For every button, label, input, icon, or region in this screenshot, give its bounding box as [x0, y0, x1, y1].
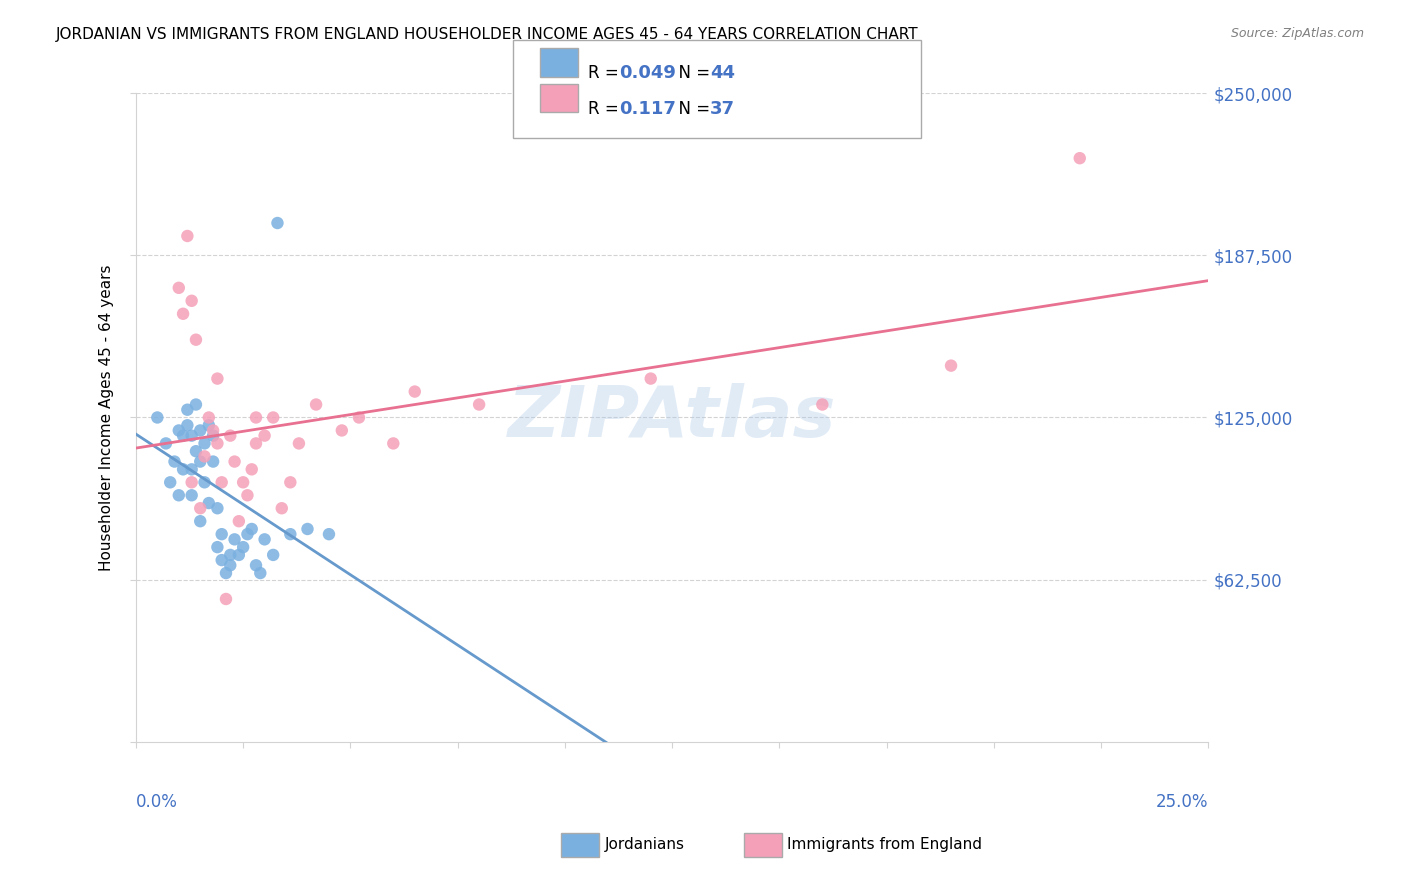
- Text: 25.0%: 25.0%: [1156, 794, 1209, 812]
- Point: [245, 410, 267, 425]
- Point: [184, 397, 207, 411]
- Point: [180, 293, 202, 308]
- Point: [236, 527, 259, 541]
- Point: [188, 424, 211, 438]
- Text: N =: N =: [668, 64, 716, 82]
- Point: [219, 428, 242, 442]
- Point: [159, 475, 181, 490]
- Point: [253, 533, 276, 547]
- Point: [245, 436, 267, 450]
- Point: [262, 548, 284, 562]
- Text: ZIPAtlas: ZIPAtlas: [508, 383, 837, 452]
- Point: [330, 424, 353, 438]
- Point: [266, 216, 288, 230]
- Point: [219, 558, 242, 573]
- Text: Source: ZipAtlas.com: Source: ZipAtlas.com: [1230, 27, 1364, 40]
- Text: 0.049: 0.049: [619, 64, 675, 82]
- Point: [184, 333, 207, 347]
- Point: [180, 428, 202, 442]
- Text: 0.117: 0.117: [619, 100, 675, 118]
- Text: JORDANIAN VS IMMIGRANTS FROM ENGLAND HOUSEHOLDER INCOME AGES 45 - 64 YEARS CORRE: JORDANIAN VS IMMIGRANTS FROM ENGLAND HOU…: [56, 27, 920, 42]
- Point: [224, 454, 246, 468]
- Text: R =: R =: [588, 64, 624, 82]
- Text: R =: R =: [588, 100, 628, 118]
- Text: 0.0%: 0.0%: [136, 794, 177, 812]
- Point: [198, 418, 221, 433]
- Point: [245, 558, 267, 573]
- Point: [232, 475, 254, 490]
- Point: [176, 418, 198, 433]
- Point: [382, 436, 405, 450]
- Point: [228, 514, 250, 528]
- Point: [228, 548, 250, 562]
- Point: [188, 501, 211, 516]
- Point: [468, 397, 491, 411]
- Point: [188, 514, 211, 528]
- Point: [288, 436, 311, 450]
- Point: [224, 533, 246, 547]
- Point: [207, 540, 229, 554]
- Point: [207, 371, 229, 385]
- Point: [1069, 151, 1091, 165]
- Point: [193, 436, 215, 450]
- Point: [215, 592, 238, 607]
- Point: [172, 307, 194, 321]
- Point: [202, 454, 225, 468]
- Point: [188, 454, 211, 468]
- Point: [167, 488, 190, 502]
- Text: N =: N =: [668, 100, 716, 118]
- Point: [172, 462, 194, 476]
- Point: [939, 359, 962, 373]
- Point: [202, 428, 225, 442]
- Point: [211, 475, 233, 490]
- Point: [198, 410, 221, 425]
- Point: [347, 410, 370, 425]
- Point: [270, 501, 292, 516]
- Point: [176, 402, 198, 417]
- Point: [236, 488, 259, 502]
- Point: [240, 462, 263, 476]
- Point: [202, 424, 225, 438]
- Point: [180, 462, 202, 476]
- Point: [240, 522, 263, 536]
- Text: 44: 44: [710, 64, 735, 82]
- Text: 37: 37: [710, 100, 735, 118]
- Point: [198, 496, 221, 510]
- Point: [253, 428, 276, 442]
- Text: Immigrants from England: Immigrants from England: [787, 838, 983, 852]
- Point: [172, 428, 194, 442]
- Point: [215, 566, 238, 580]
- Point: [232, 540, 254, 554]
- Point: [180, 475, 202, 490]
- Point: [167, 281, 190, 295]
- Point: [146, 410, 169, 425]
- Point: [262, 410, 284, 425]
- Point: [193, 475, 215, 490]
- Point: [280, 475, 302, 490]
- Point: [167, 424, 190, 438]
- Point: [207, 436, 229, 450]
- Point: [249, 566, 271, 580]
- Text: Jordanians: Jordanians: [605, 838, 685, 852]
- Point: [318, 527, 340, 541]
- Point: [176, 229, 198, 244]
- Point: [155, 436, 177, 450]
- Point: [211, 527, 233, 541]
- Point: [163, 454, 186, 468]
- Point: [219, 548, 242, 562]
- Point: [640, 371, 662, 385]
- Point: [180, 488, 202, 502]
- Point: [211, 553, 233, 567]
- Point: [207, 501, 229, 516]
- Point: [297, 522, 319, 536]
- Point: [184, 444, 207, 458]
- Point: [305, 397, 328, 411]
- Point: [811, 397, 834, 411]
- Point: [193, 450, 215, 464]
- Y-axis label: Householder Income Ages 45 - 64 years: Householder Income Ages 45 - 64 years: [100, 264, 114, 571]
- Point: [280, 527, 302, 541]
- Point: [404, 384, 426, 399]
